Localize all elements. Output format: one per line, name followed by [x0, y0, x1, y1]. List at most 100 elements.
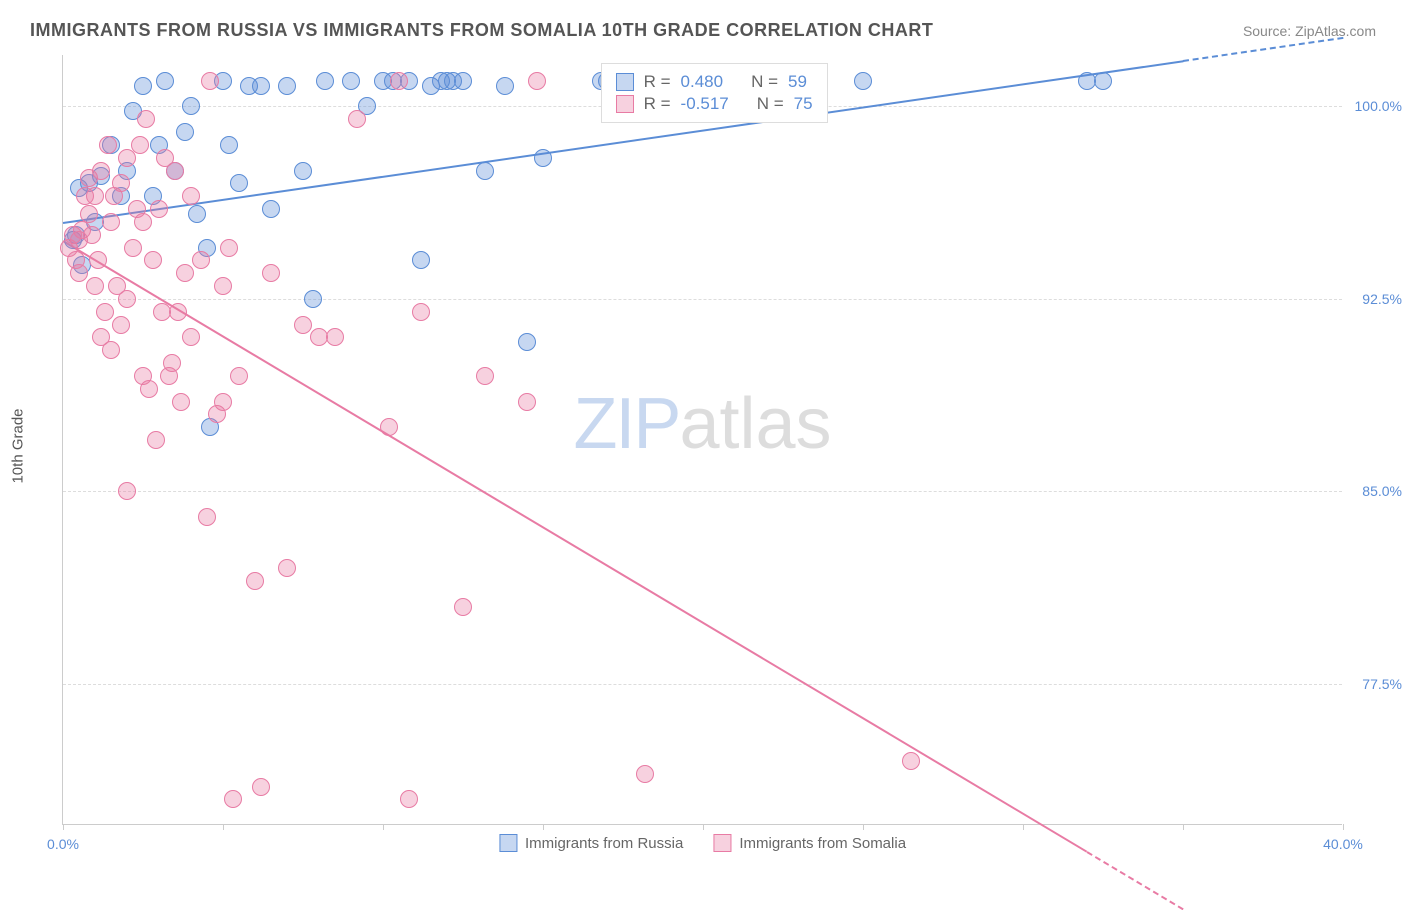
- trend-line: [62, 240, 1087, 853]
- data-point: [176, 264, 194, 282]
- data-point: [246, 572, 264, 590]
- y-tick-label: 85.0%: [1362, 483, 1402, 499]
- data-point: [124, 239, 142, 257]
- data-point: [182, 328, 200, 346]
- stats-box: R =0.480N =59R =-0.517N =75: [601, 63, 828, 123]
- data-point: [518, 333, 536, 351]
- data-point: [262, 264, 280, 282]
- data-point: [224, 790, 242, 808]
- data-point: [496, 77, 514, 95]
- data-point: [230, 367, 248, 385]
- gridline: [63, 491, 1342, 492]
- source-prefix: Source:: [1243, 23, 1295, 39]
- data-point: [262, 200, 280, 218]
- data-point: [476, 367, 494, 385]
- data-point: [214, 393, 232, 411]
- legend-swatch: [713, 834, 731, 852]
- watermark-atlas: atlas: [679, 384, 831, 464]
- stats-row: R =0.480N =59: [616, 72, 813, 92]
- y-tick-label: 100.0%: [1355, 98, 1402, 114]
- x-tick: [703, 824, 704, 830]
- stat-r-value: -0.517: [681, 94, 729, 114]
- data-point: [854, 72, 872, 90]
- data-point: [147, 431, 165, 449]
- legend-item: Immigrants from Somalia: [713, 834, 906, 852]
- data-point: [102, 341, 120, 359]
- data-point: [1094, 72, 1112, 90]
- data-point: [169, 303, 187, 321]
- data-point: [304, 290, 322, 308]
- trend-line: [1086, 851, 1183, 910]
- data-point: [412, 303, 430, 321]
- data-point: [137, 110, 155, 128]
- data-point: [83, 226, 101, 244]
- data-point: [144, 251, 162, 269]
- data-point: [118, 482, 136, 500]
- data-point: [102, 213, 120, 231]
- data-point: [348, 110, 366, 128]
- data-point: [188, 205, 206, 223]
- data-point: [150, 200, 168, 218]
- legend-swatch: [499, 834, 517, 852]
- data-point: [342, 72, 360, 90]
- legend-label: Immigrants from Russia: [525, 835, 683, 852]
- data-point: [252, 77, 270, 95]
- data-point: [294, 162, 312, 180]
- data-point: [156, 72, 174, 90]
- data-point: [400, 790, 418, 808]
- data-point: [166, 162, 184, 180]
- data-point: [182, 187, 200, 205]
- plot-area: ZIPatlas Immigrants from RussiaImmigrant…: [62, 55, 1342, 825]
- y-axis-label: 10th Grade: [10, 408, 27, 483]
- data-point: [172, 393, 190, 411]
- x-tick-label: 0.0%: [47, 836, 79, 852]
- data-point: [220, 136, 238, 154]
- watermark: ZIPatlas: [573, 383, 831, 465]
- data-point: [534, 149, 552, 167]
- data-point: [80, 205, 98, 223]
- data-point: [294, 316, 312, 334]
- legend-item: Immigrants from Russia: [499, 834, 683, 852]
- y-tick-label: 77.5%: [1362, 676, 1402, 692]
- data-point: [182, 97, 200, 115]
- data-point: [454, 598, 472, 616]
- data-point: [92, 162, 110, 180]
- x-tick-label: 40.0%: [1323, 836, 1363, 852]
- x-tick: [1343, 824, 1344, 830]
- x-tick: [543, 824, 544, 830]
- data-point: [86, 187, 104, 205]
- stat-r-label: R =: [644, 94, 671, 114]
- data-point: [112, 316, 130, 334]
- watermark-zip: ZIP: [573, 384, 679, 464]
- data-point: [131, 136, 149, 154]
- source-name: ZipAtlas.com: [1295, 23, 1376, 39]
- data-point: [86, 277, 104, 295]
- data-point: [380, 418, 398, 436]
- x-tick: [63, 824, 64, 830]
- gridline: [63, 684, 1342, 685]
- data-point: [528, 72, 546, 90]
- data-point: [316, 72, 334, 90]
- data-point: [902, 752, 920, 770]
- data-point: [198, 508, 216, 526]
- data-point: [278, 559, 296, 577]
- data-point: [326, 328, 344, 346]
- legend: Immigrants from Russia Immigrants from So…: [499, 834, 906, 852]
- data-point: [192, 251, 210, 269]
- data-point: [176, 123, 194, 141]
- stat-r-value: 0.480: [681, 72, 724, 92]
- data-point: [230, 174, 248, 192]
- data-point: [112, 174, 130, 192]
- data-point: [454, 72, 472, 90]
- data-point: [518, 393, 536, 411]
- data-point: [636, 765, 654, 783]
- chart-header: IMMIGRANTS FROM RUSSIA VS IMMIGRANTS FRO…: [30, 20, 1376, 41]
- data-point: [214, 277, 232, 295]
- x-tick: [223, 824, 224, 830]
- stats-row: R =-0.517N =75: [616, 94, 813, 114]
- x-tick: [1183, 824, 1184, 830]
- y-tick-label: 92.5%: [1362, 291, 1402, 307]
- stat-r-label: R =: [644, 72, 671, 92]
- data-point: [134, 213, 152, 231]
- stat-n-value: 59: [788, 72, 807, 92]
